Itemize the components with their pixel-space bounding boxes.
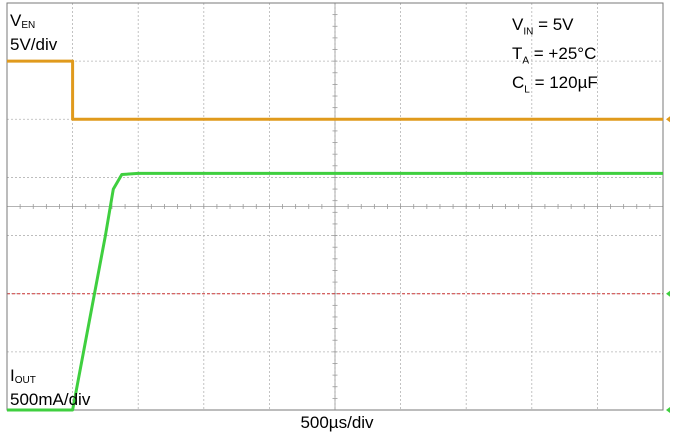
ven-level-marker — [666, 116, 670, 123]
trace-v-en — [7, 59, 663, 121]
iout-scale-label: 500mA/div — [10, 390, 91, 409]
iout-ground-marker — [666, 407, 670, 413]
grid — [6, 2, 664, 411]
time-scale-label: 500µs/div — [300, 413, 374, 432]
traces — [6, 59, 664, 412]
channel-markers — [666, 116, 670, 413]
condition-cl: CL = 120µF — [512, 72, 598, 96]
condition-ta: TA = +25°C — [512, 43, 597, 67]
iout-channel-label: IOUT — [10, 366, 36, 386]
ven-scale-label: 5V/div — [10, 35, 58, 54]
trigger-level-marker — [666, 290, 670, 297]
ven-channel-label: VEN — [10, 11, 36, 31]
plot-border — [6, 2, 664, 411]
condition-vin: VIN = 5V — [512, 15, 574, 38]
test-conditions: VIN = 5V TA = +25°C CL = 120µF — [512, 14, 598, 101]
